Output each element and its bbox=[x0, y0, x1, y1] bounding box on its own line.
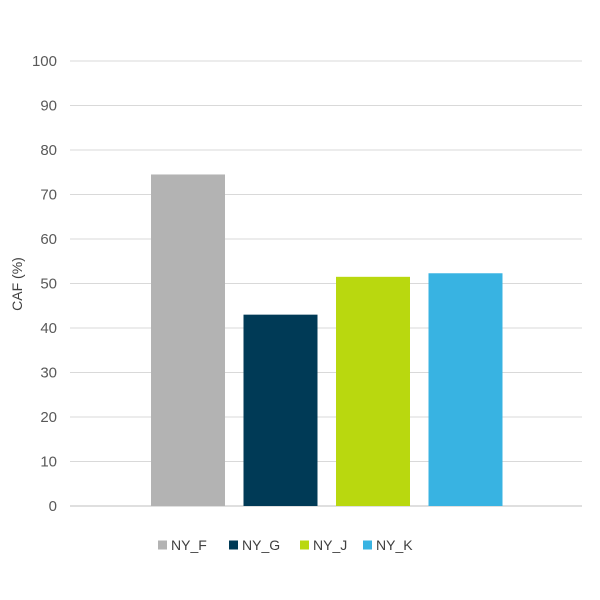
y-tick-label: 50 bbox=[40, 276, 57, 293]
bars bbox=[151, 174, 503, 506]
y-tick-labels: 0 10 20 30 40 50 60 70 80 90 100 bbox=[32, 53, 57, 515]
y-tick-label: 60 bbox=[40, 231, 57, 248]
bar-ny-f bbox=[151, 174, 225, 506]
y-axis-title: CAF (%) bbox=[9, 257, 25, 311]
y-tick-label: 90 bbox=[40, 98, 57, 115]
y-tick-label: 100 bbox=[32, 53, 57, 70]
y-tick-label: 70 bbox=[40, 187, 57, 204]
legend-label: NY_G bbox=[242, 537, 280, 553]
legend-label: NY_K bbox=[376, 537, 413, 553]
y-tick-label: 40 bbox=[40, 320, 57, 337]
y-tick-label: 80 bbox=[40, 142, 57, 159]
y-tick-label: 10 bbox=[40, 454, 57, 471]
y-tick-label: 30 bbox=[40, 365, 57, 382]
bar-ny-g bbox=[243, 314, 318, 506]
y-tick-label: 0 bbox=[49, 498, 57, 515]
gridlines bbox=[70, 60, 582, 507]
legend-swatch bbox=[300, 540, 309, 550]
legend-swatch bbox=[229, 540, 238, 550]
legend-label: NY_F bbox=[171, 537, 207, 553]
legend-swatch bbox=[158, 540, 167, 550]
bar-ny-j bbox=[336, 276, 410, 506]
legend: NY_F NY_G NY_J NY_K bbox=[158, 537, 413, 553]
y-tick-label: 20 bbox=[40, 409, 57, 426]
bar-ny-k bbox=[428, 273, 503, 506]
legend-label: NY_J bbox=[313, 537, 347, 553]
legend-swatch bbox=[363, 540, 372, 550]
